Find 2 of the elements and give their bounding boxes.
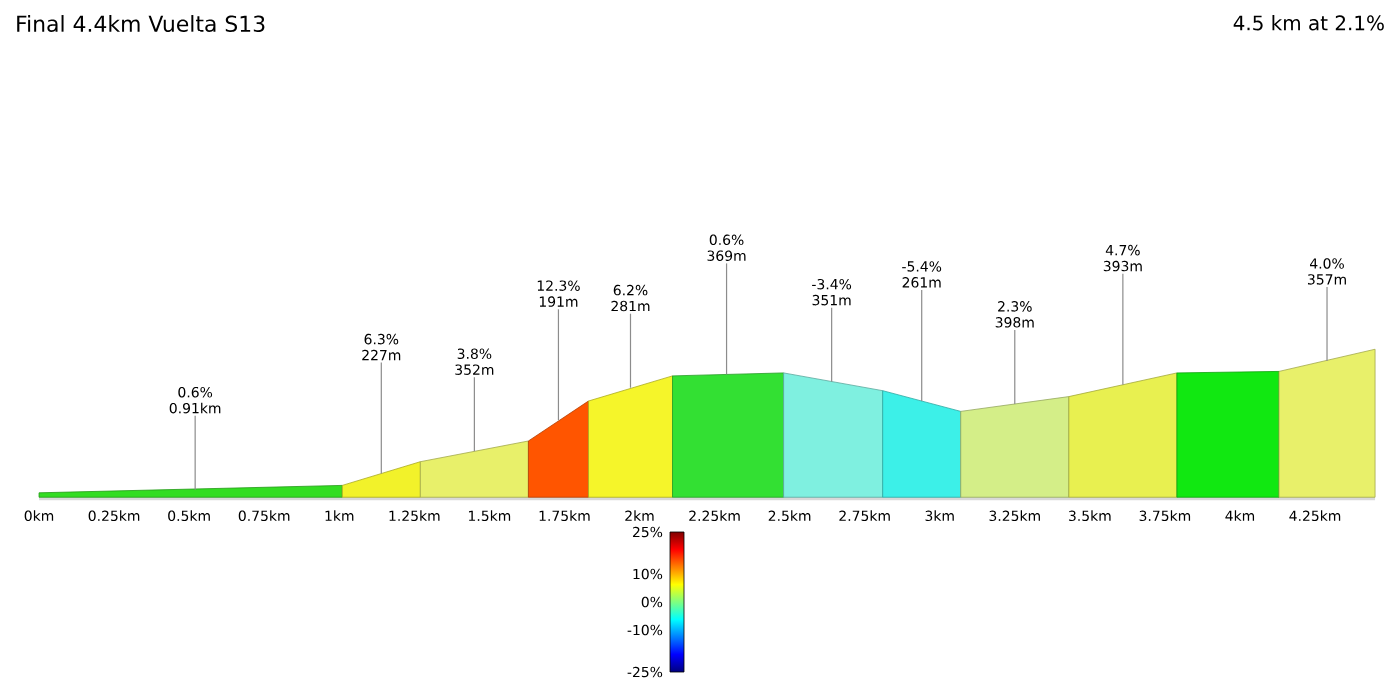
chart-subtitle: 4.5 km at 2.1%: [1233, 15, 1384, 31]
chart-title: Final 4.4km Vuelta S13: [17, 15, 265, 32]
